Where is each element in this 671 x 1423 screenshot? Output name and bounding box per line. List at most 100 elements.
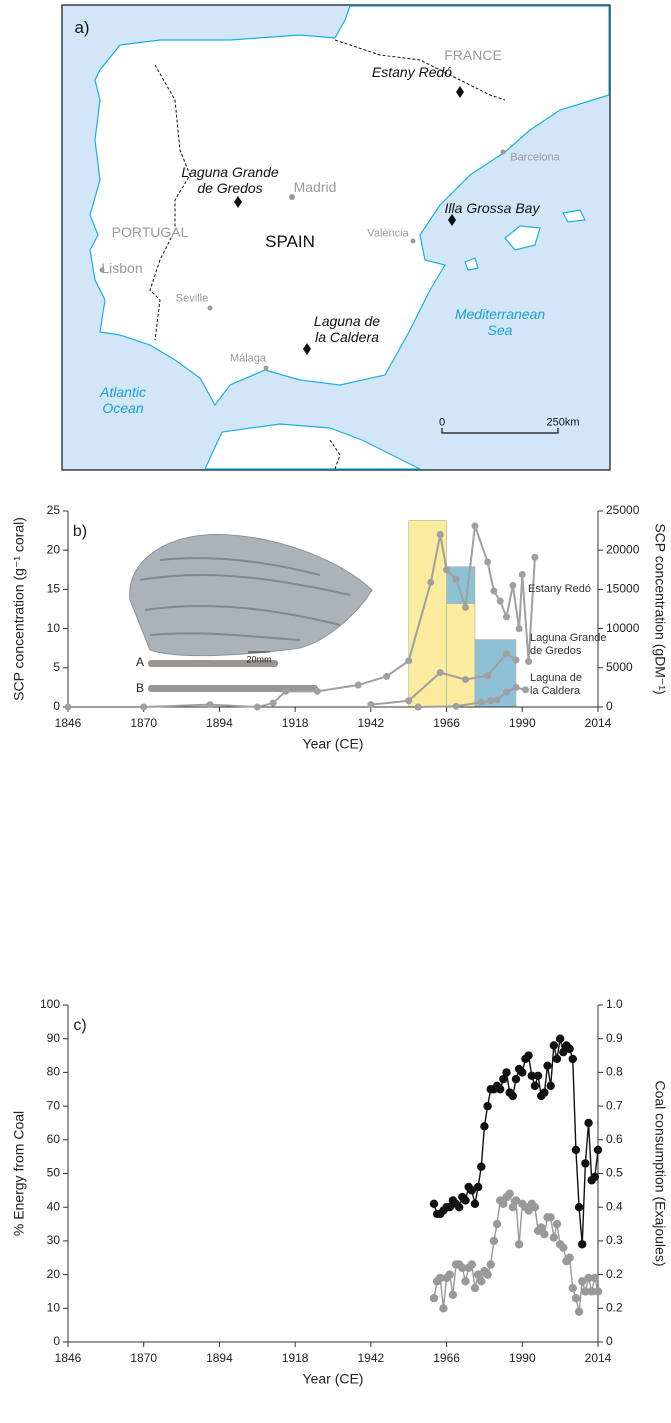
series-marker bbox=[569, 1055, 577, 1063]
map-label: Málaga bbox=[230, 353, 266, 366]
map-label: Madrid bbox=[294, 179, 337, 195]
series-marker bbox=[430, 1200, 438, 1208]
series-line bbox=[434, 1194, 598, 1312]
series-marker bbox=[505, 1190, 513, 1198]
series-marker bbox=[437, 669, 444, 676]
map-label: Barcelona bbox=[510, 152, 560, 165]
series-marker bbox=[355, 682, 362, 689]
y2-tick-label: 0.5 bbox=[606, 1166, 623, 1180]
x-tick-label: 1942 bbox=[358, 716, 385, 730]
series-marker bbox=[461, 1196, 469, 1204]
y-axis-title: % Energy from Coal bbox=[11, 1111, 27, 1236]
series-marker bbox=[471, 1200, 479, 1208]
y2-axis-title: Coal consumption (Exajoules) bbox=[652, 1081, 668, 1267]
y-tick-label: 5 bbox=[53, 660, 60, 674]
coral-photo: A B 20mm bbox=[130, 534, 372, 695]
series-marker bbox=[575, 1307, 583, 1315]
y-tick-label: 30 bbox=[47, 1233, 61, 1247]
series-marker bbox=[446, 1270, 454, 1278]
series-marker bbox=[478, 699, 485, 706]
y-tick-label: 90 bbox=[47, 1031, 61, 1045]
x-tick-label: 1894 bbox=[206, 1351, 233, 1365]
x-tick-label: 1870 bbox=[130, 716, 157, 730]
series-marker bbox=[462, 604, 469, 611]
y-tick-label: 100 bbox=[40, 997, 60, 1011]
series-marker bbox=[468, 1260, 476, 1268]
city-marker bbox=[208, 306, 213, 311]
series-label: Laguna de la Caldera bbox=[530, 672, 582, 697]
series-marker bbox=[540, 1088, 548, 1096]
series-marker bbox=[487, 697, 494, 704]
series-marker bbox=[565, 1254, 573, 1262]
series-marker bbox=[405, 657, 412, 664]
y-tick-label: 0 bbox=[53, 699, 60, 713]
series-marker bbox=[484, 672, 491, 679]
series-marker bbox=[572, 1146, 580, 1154]
series-marker bbox=[437, 531, 444, 538]
city-marker bbox=[411, 239, 416, 244]
series-marker bbox=[516, 625, 523, 632]
series-marker bbox=[591, 1274, 599, 1282]
series-marker bbox=[405, 697, 412, 704]
series-marker bbox=[509, 1092, 517, 1100]
series-marker bbox=[591, 1173, 599, 1181]
series-marker bbox=[314, 688, 321, 695]
map-label: València bbox=[367, 228, 408, 241]
series-marker bbox=[556, 1035, 564, 1043]
x-axis-title: Year (CE) bbox=[303, 736, 364, 752]
map-label: Atlantic Ocean bbox=[100, 384, 146, 416]
y-tick-label: 20 bbox=[47, 1267, 61, 1281]
y-tick-label: 15 bbox=[47, 582, 61, 596]
series-marker bbox=[503, 650, 510, 657]
inset-label: B bbox=[136, 681, 144, 695]
y2-axis-title: SCP concentration (gDM⁻¹) bbox=[652, 523, 668, 694]
series-marker bbox=[490, 587, 497, 594]
series-marker bbox=[487, 1260, 495, 1268]
y2-tick-label: 0.7 bbox=[606, 1098, 623, 1112]
coral-image bbox=[130, 534, 372, 655]
series-marker bbox=[430, 1294, 438, 1302]
series-marker bbox=[515, 1240, 523, 1248]
series-marker bbox=[534, 1072, 542, 1080]
series-marker bbox=[282, 688, 289, 695]
x-tick-label: 1918 bbox=[282, 1351, 309, 1365]
x-tick-label: 1966 bbox=[433, 716, 460, 730]
y2-tick-label: 0.3 bbox=[606, 1233, 623, 1247]
x-tick-label: 1846 bbox=[55, 1351, 82, 1365]
series-marker bbox=[512, 684, 519, 691]
y2-tick-label: 5000 bbox=[606, 660, 633, 674]
bar bbox=[447, 567, 475, 604]
series-label: Laguna Grande de Gredos bbox=[530, 632, 606, 657]
y2-tick-label: 0.9 bbox=[606, 1031, 623, 1045]
series-marker bbox=[490, 1237, 498, 1245]
series-marker bbox=[525, 658, 532, 665]
map-label: Laguna Grande de Gredos bbox=[181, 164, 278, 196]
series-marker bbox=[512, 656, 519, 663]
map-label: Seville bbox=[176, 293, 208, 306]
series-marker bbox=[483, 1270, 491, 1278]
series-marker bbox=[550, 1041, 558, 1049]
series-marker bbox=[65, 704, 72, 711]
series-marker bbox=[471, 522, 478, 529]
y2-tick-label: 0.4 bbox=[606, 1199, 623, 1213]
bar bbox=[447, 604, 475, 707]
series-marker bbox=[524, 1051, 532, 1059]
series-marker bbox=[594, 1146, 602, 1154]
series-marker bbox=[559, 1243, 567, 1251]
y-axis-title: SCP concentration (g⁻¹ coral) bbox=[11, 517, 27, 701]
map-label: Mediterranean Sea bbox=[455, 306, 545, 338]
series-marker bbox=[503, 613, 510, 620]
y-tick-label: 70 bbox=[47, 1098, 61, 1112]
x-tick-label: 1846 bbox=[55, 716, 82, 730]
series-marker bbox=[575, 1203, 583, 1211]
x-tick-label: 1966 bbox=[433, 1351, 460, 1365]
series-marker bbox=[496, 1085, 504, 1093]
x-tick-label: 1990 bbox=[509, 1351, 536, 1365]
x-tick-label: 2014 bbox=[585, 716, 612, 730]
series-marker bbox=[483, 1102, 491, 1110]
y-tick-label: 80 bbox=[47, 1065, 61, 1079]
y2-tick-label: 0.2 bbox=[606, 1300, 623, 1314]
series-marker bbox=[578, 1240, 586, 1248]
series-marker bbox=[519, 571, 526, 578]
y2-tick-label: 0.2 bbox=[606, 1267, 623, 1281]
